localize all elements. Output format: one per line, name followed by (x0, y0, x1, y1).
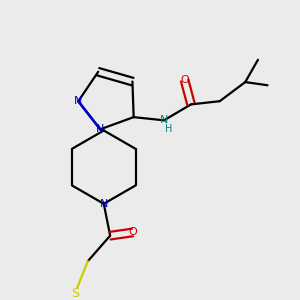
Text: N: N (74, 96, 82, 106)
Text: N: N (96, 124, 104, 134)
Text: O: O (128, 227, 137, 238)
Text: N: N (160, 115, 168, 125)
Text: H: H (165, 124, 172, 134)
Text: S: S (71, 286, 79, 299)
Text: O: O (180, 76, 189, 85)
Text: N: N (100, 199, 108, 209)
